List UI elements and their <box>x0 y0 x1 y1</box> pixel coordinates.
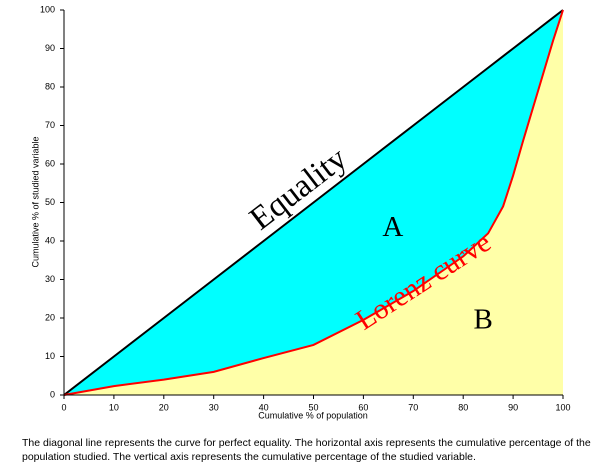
y-tick-label: 50 <box>45 197 55 207</box>
x-tick-label: 10 <box>109 402 119 412</box>
region-label: A <box>382 211 403 243</box>
x-tick-label: 30 <box>209 402 219 412</box>
area-under <box>64 10 563 395</box>
x-tick-label: 90 <box>508 402 518 412</box>
x-tick-label: 40 <box>259 402 269 412</box>
y-tick-label: 60 <box>45 158 55 168</box>
x-tick-label: 100 <box>555 402 570 412</box>
x-axis-label: Cumulative % of population <box>258 410 368 420</box>
y-tick-label: 70 <box>45 120 55 130</box>
x-tick-label: 80 <box>458 402 468 412</box>
x-tick-label: 20 <box>159 402 169 412</box>
x-tick-label: 50 <box>308 402 318 412</box>
chart: Cumulative % of population Cumulative % … <box>30 4 570 420</box>
series-line <box>63 9 564 396</box>
y-tick-label: 90 <box>45 43 55 53</box>
y-tick-label: 20 <box>45 312 55 322</box>
region-label: B <box>473 304 492 336</box>
series-line <box>63 9 564 396</box>
y-tick-label: 40 <box>45 235 55 245</box>
y-tick-label: 30 <box>45 274 55 284</box>
x-tick-label: 60 <box>358 402 368 412</box>
y-tick-label: 80 <box>45 81 55 91</box>
y-tick-label: 10 <box>45 351 55 361</box>
y-tick-label: 0 <box>50 389 55 399</box>
y-axis-label: Cumulative % of studied variable <box>30 136 40 267</box>
x-tick-label: 70 <box>408 402 418 412</box>
caption: The diagonal line represents the curve f… <box>22 437 591 463</box>
x-tick-label: 0 <box>61 402 66 412</box>
y-tick-label: 100 <box>40 4 55 14</box>
